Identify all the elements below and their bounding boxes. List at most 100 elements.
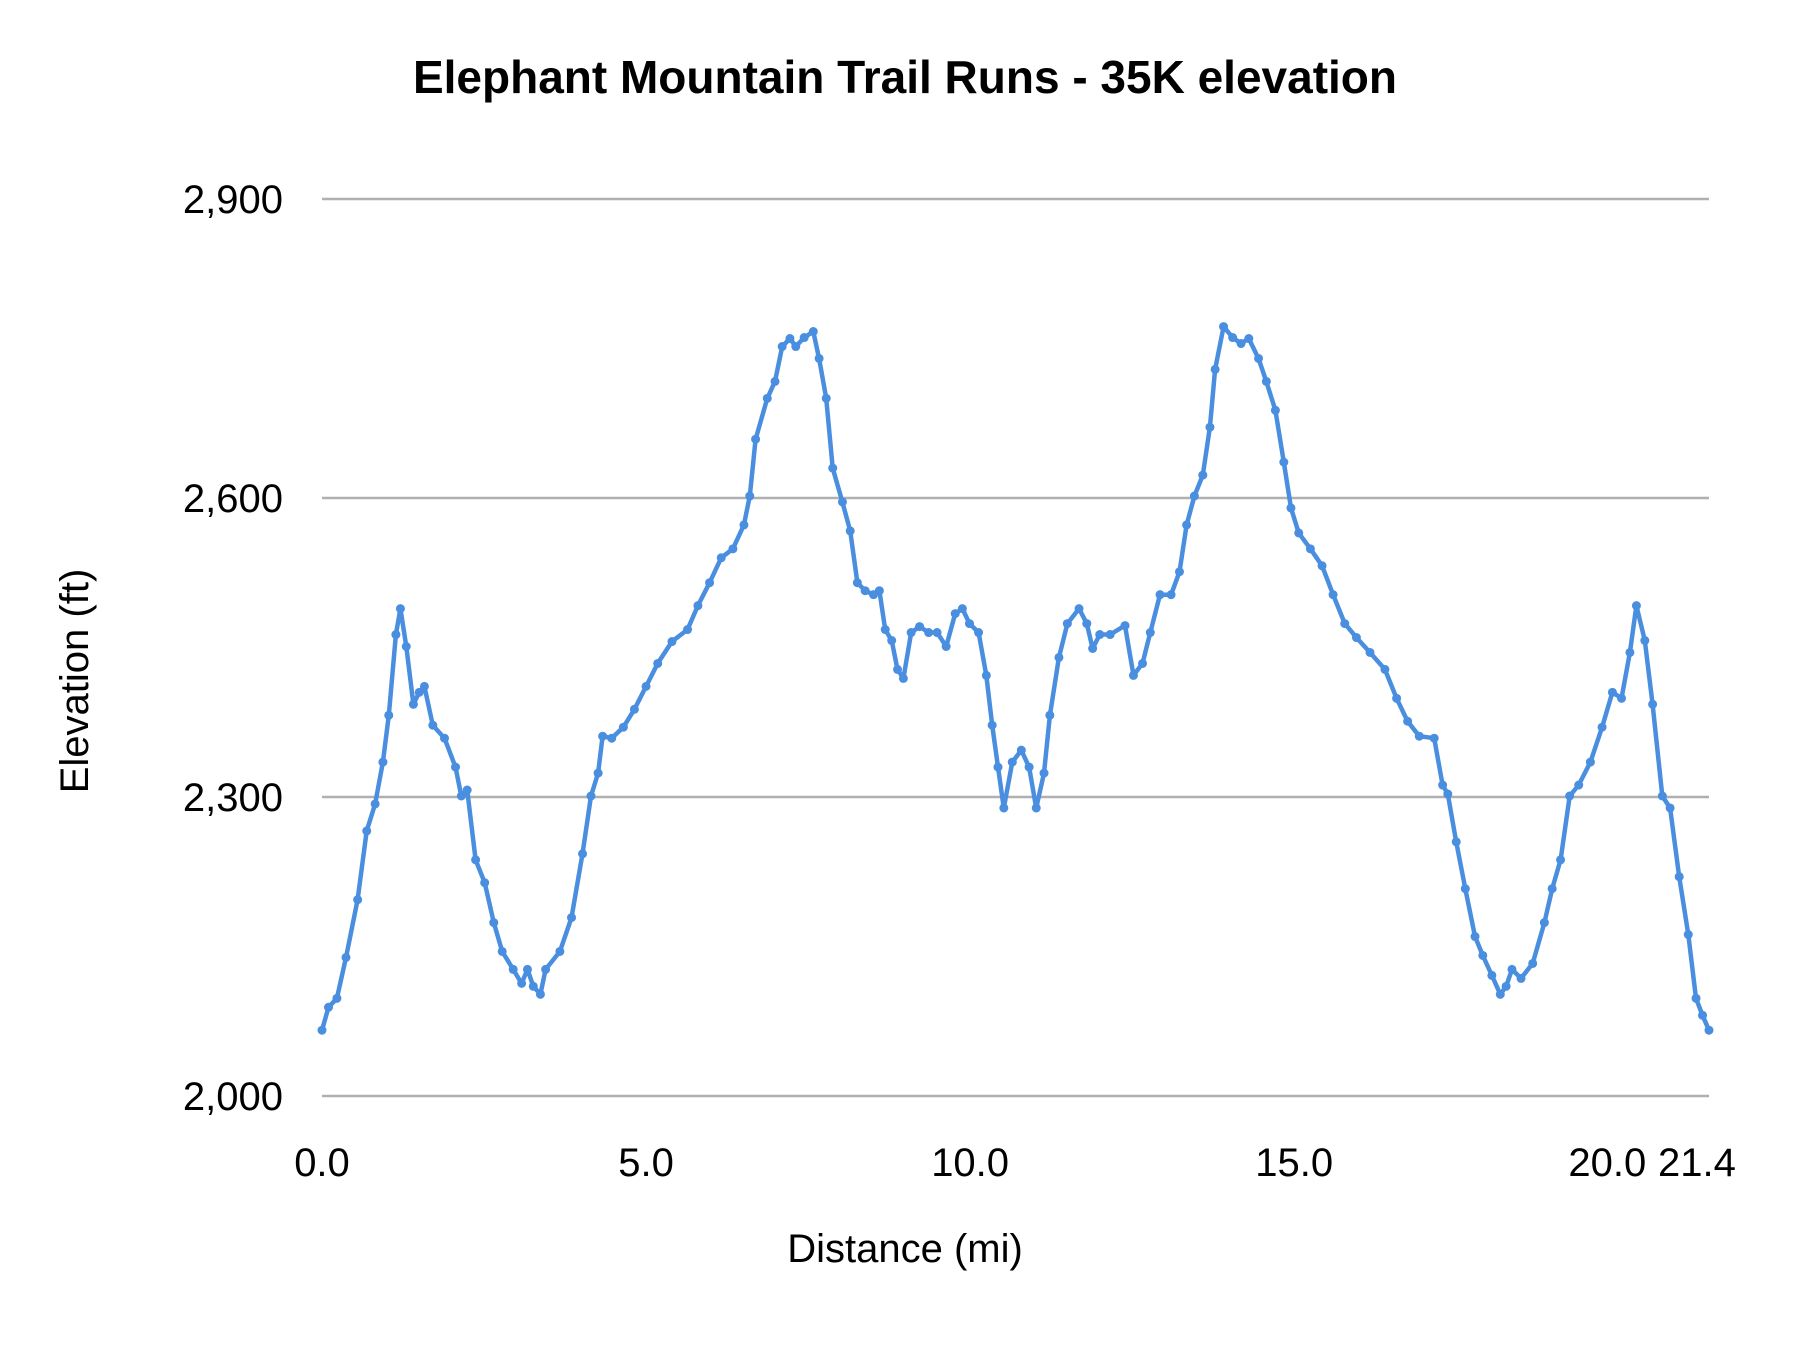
data-point [1640, 636, 1650, 646]
data-point [362, 826, 372, 836]
data-point [1210, 364, 1220, 374]
data-point [1547, 884, 1557, 894]
data-point [1585, 757, 1595, 767]
data-point [1487, 970, 1497, 980]
data-point [693, 601, 703, 611]
data-point [1556, 855, 1566, 865]
data-point [1340, 619, 1350, 629]
data-point [439, 733, 449, 743]
data-point [1261, 376, 1271, 386]
data-point [1286, 503, 1296, 513]
data-point [837, 497, 847, 507]
gridlines [322, 197, 1709, 1098]
data-point [791, 342, 801, 352]
data-point [1438, 780, 1448, 790]
data-point [828, 463, 838, 473]
data-point [1351, 633, 1361, 643]
data-point [1516, 973, 1526, 983]
data-point [987, 720, 997, 730]
data-point [1495, 989, 1505, 999]
data-point [1691, 993, 1701, 1003]
x-tick-labels: 0.0 5.0 10.0 15.0 20.0 21.4 [294, 1141, 1736, 1185]
data-point [378, 757, 388, 767]
data-point [586, 791, 596, 801]
chart-title: Elephant Mountain Trail Runs - 35K eleva… [413, 51, 1397, 103]
y-tick-label: 2,000 [183, 1075, 283, 1119]
data-point [1182, 520, 1192, 530]
data-point [1016, 745, 1026, 755]
data-point [1365, 647, 1375, 657]
data-point [419, 681, 429, 691]
data-point [1145, 628, 1155, 638]
data-point [1507, 964, 1517, 974]
data-point [408, 699, 418, 709]
data-point [1305, 544, 1315, 554]
data-point [641, 681, 651, 691]
data-point [1528, 958, 1538, 968]
x-tick-label: 15.0 [1255, 1141, 1333, 1185]
data-point [1443, 789, 1453, 799]
data-point [1414, 731, 1424, 741]
data-point [1617, 693, 1627, 703]
data-point [852, 578, 862, 588]
data-point [762, 393, 772, 403]
data-point [1007, 757, 1017, 767]
data-point [1024, 762, 1034, 772]
data-point [874, 586, 884, 596]
data-point [653, 658, 663, 668]
data-point [1219, 322, 1229, 332]
data-point [1039, 768, 1049, 778]
data-point [716, 553, 726, 563]
data-point [456, 791, 466, 801]
data-point [915, 622, 925, 632]
data-point [1279, 457, 1289, 467]
data-point [974, 628, 984, 638]
data-point [1704, 1025, 1714, 1035]
data-point [898, 673, 908, 683]
data-point [1574, 780, 1584, 790]
data-point [950, 609, 960, 619]
data-point [887, 636, 897, 646]
data-point [814, 353, 824, 363]
y-tick-labels: 2,000 2,300 2,600 2,900 [183, 178, 283, 1119]
data-point [1631, 601, 1641, 611]
data-point [1698, 1010, 1708, 1020]
data-point [1657, 791, 1667, 801]
y-axis-label: Elevation (ft) [53, 569, 97, 794]
data-point [1095, 630, 1105, 640]
data-point [593, 768, 603, 778]
data-point [993, 762, 1003, 772]
y-tick-label: 2,600 [183, 477, 283, 521]
data-point [629, 704, 639, 714]
x-tick-label: 10.0 [931, 1141, 1009, 1185]
data-point [728, 544, 738, 554]
data-point [395, 604, 405, 614]
data-point [1328, 590, 1338, 600]
data-point [821, 393, 831, 403]
x-tick-label: 21.4 [1658, 1141, 1736, 1185]
data-point [567, 913, 577, 923]
data-point [471, 855, 481, 865]
data-point [1138, 658, 1148, 668]
x-tick-label: 5.0 [618, 1141, 674, 1185]
data-point [1088, 643, 1098, 653]
data-point [1451, 837, 1461, 847]
data-point [1228, 333, 1238, 343]
data-point [860, 586, 870, 596]
x-tick-label: 0.0 [294, 1141, 350, 1185]
data-point [799, 333, 809, 343]
data-point [1074, 604, 1084, 614]
data-point [808, 327, 818, 337]
data-point [462, 785, 472, 795]
data-point [1565, 791, 1575, 801]
elevation-series [317, 322, 1714, 1035]
data-point [1460, 884, 1470, 894]
data-point [739, 520, 749, 530]
data-point [1648, 699, 1658, 709]
data-point [705, 578, 715, 588]
data-point [1082, 619, 1092, 629]
data-point [391, 630, 401, 640]
data-point [845, 526, 855, 536]
y-tick-label: 2,300 [183, 776, 283, 820]
